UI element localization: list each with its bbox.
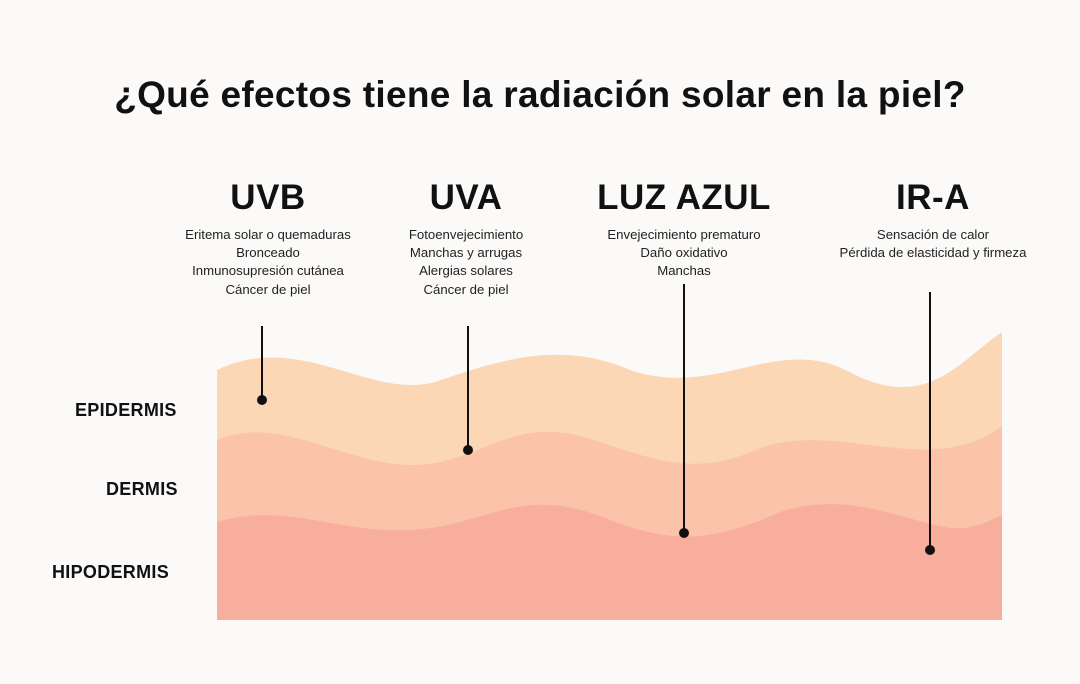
ir-a-penetration-line xyxy=(925,292,935,555)
effect-item: Manchas xyxy=(657,263,711,279)
effect-item: Eritema solar o quemaduras xyxy=(185,227,351,242)
effect-item: Pérdida de elasticidad y firmeza xyxy=(839,245,1027,261)
layer-label-epidermis: EPIDERMIS xyxy=(75,400,177,420)
ir-a-penetration-dot xyxy=(925,545,935,555)
uvb-penetration-line xyxy=(257,326,267,405)
hipodermis-layer xyxy=(217,504,1002,620)
effects-list: Eritema solar o quemaduras Bronceado Inm… xyxy=(168,226,368,299)
radiation-name: UVB xyxy=(230,178,306,217)
layer-label-dermis: DERMIS xyxy=(106,479,178,499)
uvb-penetration-dot xyxy=(257,395,267,405)
radiation-name: UVA xyxy=(429,178,503,217)
effect-item: Manchas y arrugas xyxy=(409,245,523,261)
effect-item: Inmunosupresión cutánea xyxy=(192,263,344,279)
effect-item: Fotoenvejecimiento xyxy=(408,227,524,242)
radiation-uvb: UVB Eritema solar o quemaduras Bronceado… xyxy=(168,178,368,299)
luz-azul-penetration-line xyxy=(679,284,689,538)
effects-list: Sensación de calor Pérdida de elasticida… xyxy=(808,226,1058,262)
effect-item: Bronceado xyxy=(236,245,300,261)
radiation-luz-azul: LUZ AZUL Envejecimiento prematuro Daño o… xyxy=(574,178,794,281)
effect-item: Cáncer de piel xyxy=(423,281,509,297)
radiation-name: IR-A xyxy=(896,178,970,217)
effect-item: Envejecimiento prematuro xyxy=(607,227,761,242)
effect-item: Sensación de calor xyxy=(876,227,990,242)
effect-item: Alergias solares xyxy=(419,263,513,279)
uva-penetration-dot xyxy=(463,445,473,455)
effects-list: Envejecimiento prematuro Daño oxidativo … xyxy=(574,226,794,281)
radiation-uva: UVA Fotoenvejecimiento Manchas y arrugas… xyxy=(368,178,564,299)
effect-item: Daño oxidativo xyxy=(640,245,728,261)
diagram-title: ¿Qué efectos tiene la radiación solar en… xyxy=(114,74,966,115)
layer-label-hipodermis: HIPODERMIS xyxy=(52,562,170,582)
effect-item: Cáncer de piel xyxy=(225,281,311,297)
uva-penetration-line xyxy=(463,326,473,455)
effects-list: Fotoenvejecimiento Manchas y arrugas Ale… xyxy=(368,226,564,299)
radiation-ir-a: IR-A Sensación de calor Pérdida de elast… xyxy=(808,178,1058,262)
luz-azul-penetration-dot xyxy=(679,528,689,538)
radiation-name: LUZ AZUL xyxy=(597,178,771,217)
